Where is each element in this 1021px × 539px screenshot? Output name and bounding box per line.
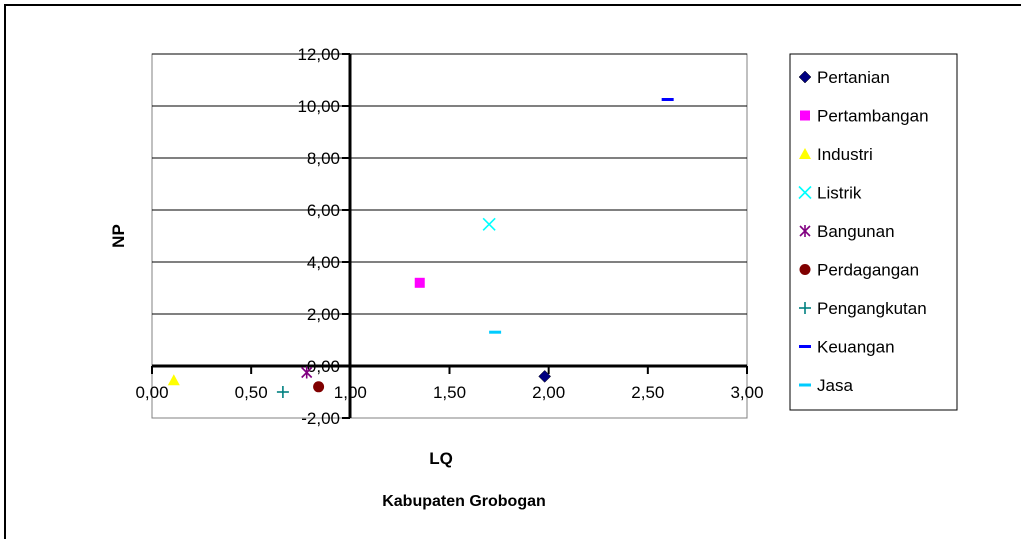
legend-label-pertambangan: Pertambangan xyxy=(817,107,929,126)
chart-frame xyxy=(4,4,1021,539)
point-perdagangan xyxy=(313,381,325,393)
x-tick-label: 1,50 xyxy=(433,383,466,402)
plot-area xyxy=(151,53,748,419)
legend-marker-jasa xyxy=(799,383,811,387)
x-tick-label: 0,50 xyxy=(235,383,268,402)
legend-label-keuangan: Keuangan xyxy=(817,338,895,357)
legend-marker-pertanian xyxy=(798,70,812,84)
legend-marker-listrik xyxy=(798,185,812,200)
legend-label-perdagangan: Perdagangan xyxy=(817,261,919,280)
y-tick-label: 8,00 xyxy=(307,149,340,168)
point-listrik xyxy=(482,217,496,231)
point-keuangan xyxy=(661,98,674,101)
point-pertambangan xyxy=(414,277,425,288)
y-tick-label: -2,00 xyxy=(301,409,340,428)
y-tick-label: 10,00 xyxy=(297,97,340,116)
legend-marker-pengangkutan xyxy=(799,302,811,314)
x-tick-label: 3,00 xyxy=(730,383,763,402)
x-tick-label: 0,00 xyxy=(135,383,168,402)
legend-label-industri: Industri xyxy=(817,145,873,164)
y-tick-label: 6,00 xyxy=(307,201,340,220)
legend-label-jasa: Jasa xyxy=(817,376,853,395)
x-tick-label: 2,50 xyxy=(631,383,664,402)
legend-box xyxy=(789,53,958,411)
legend-label-pertanian: Pertanian xyxy=(817,68,890,87)
point-jasa xyxy=(489,330,502,334)
x-tick-label: 1,00 xyxy=(334,383,367,402)
y-axis-label: NP xyxy=(109,224,128,248)
legend-label-listrik: Listrik xyxy=(817,184,862,203)
y-tick-label: 0,00 xyxy=(307,357,340,376)
point-pertanian xyxy=(538,370,552,383)
x-axis-label: LQ xyxy=(429,449,453,468)
legend-marker-bangunan xyxy=(799,225,811,237)
legend-marker-industri xyxy=(799,148,811,159)
legend-marker-keuangan xyxy=(799,345,811,348)
tick-labels: 12,00 10,00 8,00 6,00 4,00 2,00 0,00 -2,00 0,00 0… xyxy=(135,45,763,428)
legend-marker-perdagangan xyxy=(799,264,811,275)
point-industri xyxy=(167,374,180,386)
y-tick-label: 12,00 xyxy=(297,45,340,64)
legend: Pertanian Pertambangan Industri Listrik Bang… xyxy=(798,68,929,395)
point-pengangkutan xyxy=(276,386,289,398)
y-tick-label: 4,00 xyxy=(307,253,340,272)
data-points xyxy=(167,98,674,398)
legend-marker-pertambangan xyxy=(800,110,810,121)
x-tick-label: 2,00 xyxy=(532,383,565,402)
point-bangunan xyxy=(301,366,313,379)
legend-label-bangunan: Bangunan xyxy=(817,222,895,241)
gridlines xyxy=(152,53,747,315)
legend-label-pengangkutan: Pengangkutan xyxy=(817,299,927,318)
axes xyxy=(151,53,748,419)
y-tick-label: 2,00 xyxy=(307,305,340,324)
chart-caption: Kabupaten Grobogan xyxy=(382,493,546,510)
